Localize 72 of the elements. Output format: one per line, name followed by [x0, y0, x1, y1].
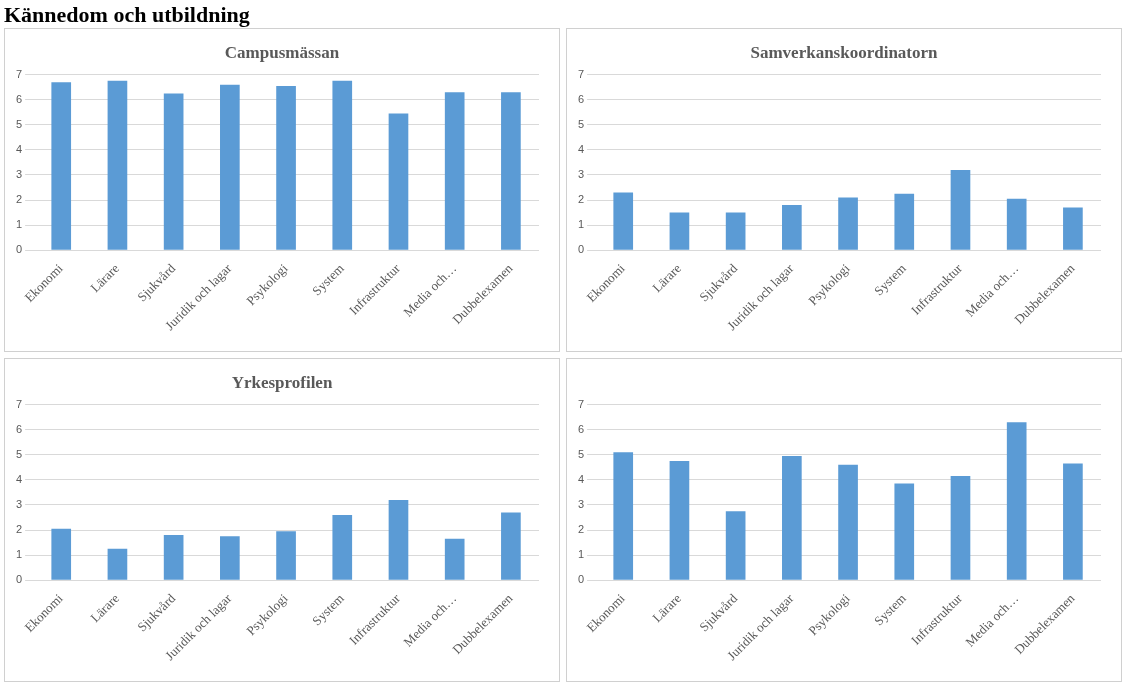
chart-title: Yrkesprofilen	[230, 373, 334, 394]
y-tick-label: 7	[577, 67, 585, 80]
y-tick-label: 6	[15, 92, 23, 105]
y-tick-label: 0	[577, 573, 585, 586]
bar	[444, 92, 465, 250]
bar	[1006, 198, 1027, 250]
y-tick-label: 1	[577, 548, 585, 561]
bar	[501, 512, 521, 580]
y-tick-label: 0	[577, 243, 585, 256]
bar	[388, 499, 409, 580]
bar	[782, 456, 802, 580]
y-tick-label: 4	[15, 142, 23, 155]
chart-title: Samverkanskoordinatorn	[749, 43, 939, 64]
y-tick-label: 7	[15, 397, 23, 410]
y-tick-label: 0	[15, 573, 23, 586]
y-tick-label: 2	[577, 193, 585, 206]
bar	[613, 452, 634, 580]
y-tick-label: 4	[577, 142, 585, 155]
bar	[838, 197, 858, 250]
bar	[51, 82, 72, 250]
y-tick-label: 2	[577, 523, 585, 536]
y-tick-label: 2	[15, 523, 23, 536]
y-tick-label: 1	[577, 218, 585, 231]
y-tick-label: 5	[577, 117, 585, 130]
y-tick-label: 7	[577, 397, 585, 410]
bar	[782, 205, 802, 250]
y-tick-label: 3	[577, 497, 585, 510]
bar	[107, 80, 128, 250]
y-tick-label: 6	[577, 92, 585, 105]
bar	[894, 483, 915, 580]
bar	[894, 193, 915, 250]
y-tick-label: 5	[577, 447, 585, 460]
bar	[107, 548, 128, 580]
bar	[163, 93, 184, 250]
bar	[950, 476, 971, 580]
y-tick-label: 1	[15, 218, 23, 231]
y-tick-label: 5	[15, 117, 23, 130]
bar	[501, 92, 521, 250]
bar	[332, 514, 353, 580]
y-tick-label: 3	[577, 167, 585, 180]
bar	[1063, 207, 1083, 250]
bar	[220, 536, 240, 580]
bar	[669, 212, 690, 250]
bar	[725, 511, 746, 580]
bar	[220, 84, 240, 250]
bar	[51, 528, 72, 580]
bar	[276, 85, 296, 250]
bar	[444, 538, 465, 580]
bar	[332, 80, 353, 250]
text: Kännedom och utbildning	[4, 2, 251, 28]
bar	[276, 531, 296, 580]
bar	[163, 535, 184, 580]
bar	[669, 461, 690, 580]
bar	[1006, 422, 1027, 580]
y-tick-label: 1	[15, 548, 23, 561]
y-tick-label: 6	[15, 422, 23, 435]
y-tick-label: 2	[15, 193, 23, 206]
chart-title: Campusmässan	[223, 43, 341, 64]
y-tick-label: 4	[15, 472, 23, 485]
bar	[838, 464, 858, 580]
y-tick-label: 7	[15, 67, 23, 80]
y-tick-label: 3	[15, 167, 23, 180]
bar	[613, 192, 634, 250]
y-tick-label: 0	[15, 243, 23, 256]
y-tick-label: 5	[15, 447, 23, 460]
bar	[725, 212, 746, 250]
bar	[1063, 463, 1083, 580]
y-tick-label: 4	[577, 472, 585, 485]
y-tick-label: 6	[577, 422, 585, 435]
y-tick-label: 3	[15, 497, 23, 510]
bar	[950, 169, 971, 250]
bar	[388, 113, 409, 250]
